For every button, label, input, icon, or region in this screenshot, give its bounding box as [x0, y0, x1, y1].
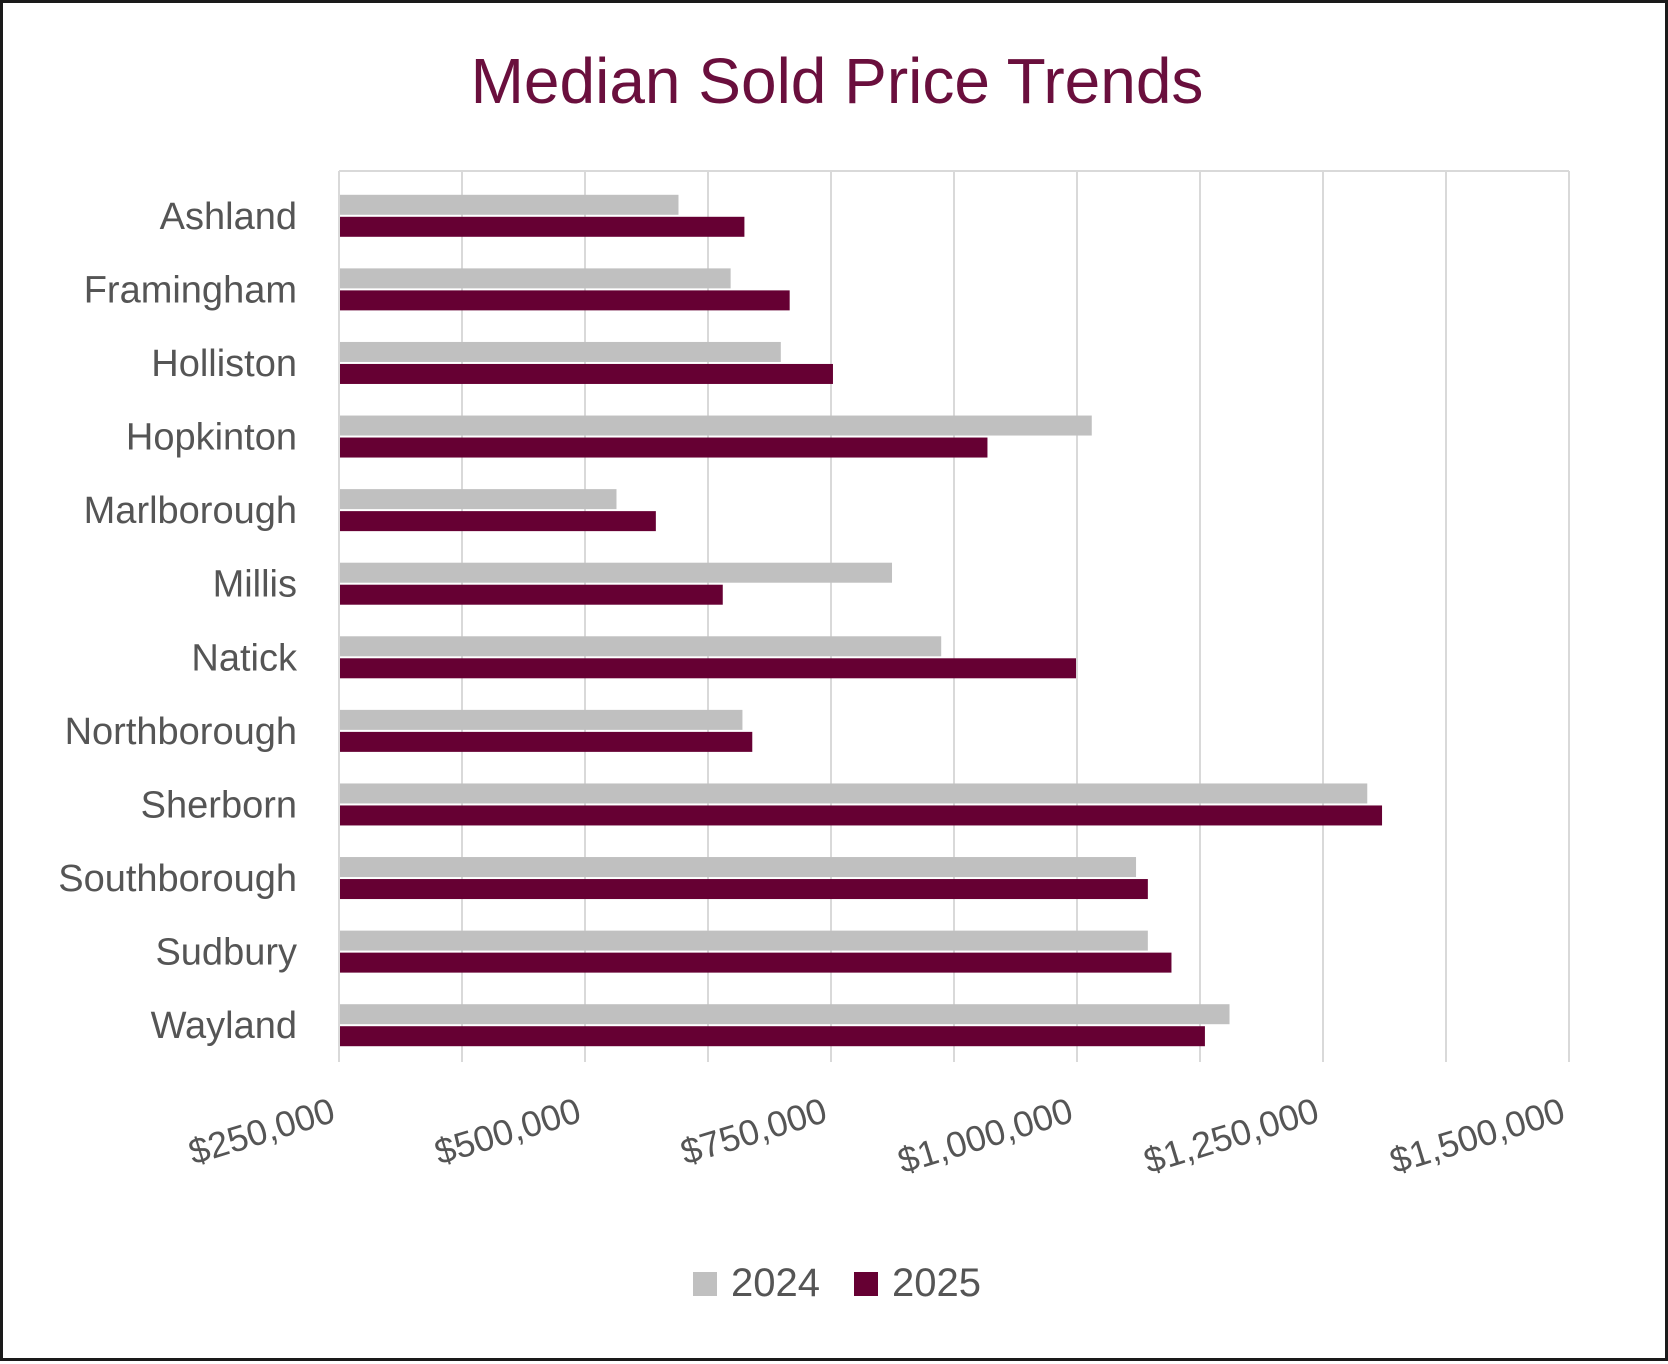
bar-2025-sherborn: [339, 805, 1383, 826]
x-tick-label: $750,000: [676, 1089, 832, 1172]
x-tick-label: $1,500,000: [1385, 1089, 1569, 1181]
bar-2024-wayland: [339, 1004, 1230, 1025]
category-label: Wayland: [151, 1005, 297, 1047]
legend-label-2025: 2025: [892, 1261, 981, 1305]
category-label: Sudbury: [155, 932, 297, 974]
category-label: Hopkinton: [126, 417, 297, 459]
category-label: Holliston: [151, 343, 297, 385]
bar-2025-ashland: [339, 216, 745, 237]
bar-2025-northborough: [339, 731, 753, 752]
legend-label-2024: 2024: [731, 1261, 820, 1305]
category-label: Marlborough: [84, 490, 297, 532]
category-label: Northborough: [65, 711, 297, 753]
x-tick-label: $250,000: [184, 1089, 340, 1172]
bar-2025-millis: [339, 584, 723, 605]
bar-2024-ashland: [339, 194, 679, 215]
bar-2025-framingham: [339, 290, 790, 311]
bar-2024-natick: [339, 636, 942, 657]
legend-item-2024: 2024: [693, 1261, 820, 1306]
bar-2025-wayland: [339, 1026, 1205, 1047]
bar-2024-hopkinton: [339, 415, 1092, 436]
bar-2024-holliston: [339, 341, 781, 362]
category-label: Southborough: [58, 858, 297, 900]
bar-2025-marlborough: [339, 511, 656, 532]
legend-swatch-2024: [693, 1271, 718, 1296]
x-tick-label: $1,250,000: [1139, 1089, 1323, 1181]
category-label: Sherborn: [141, 784, 297, 826]
category-label: Natick: [191, 637, 298, 679]
category-label: Ashland: [160, 196, 297, 238]
legend-swatch-2025: [854, 1271, 878, 1296]
bar-2024-southborough: [339, 857, 1137, 878]
bar-2025-holliston: [339, 363, 833, 384]
chart-plot: Ashland Framingham Holliston Hopkinton Marlb…: [58, 170, 1570, 1181]
bar-2024-marlborough: [339, 489, 617, 510]
bar-2025-hopkinton: [339, 437, 988, 458]
bar-2024-sherborn: [339, 783, 1368, 804]
x-tick-label: $500,000: [430, 1089, 586, 1172]
chart-legend: 2024 2025: [3, 1261, 1668, 1306]
category-label: Millis: [213, 564, 297, 606]
bar-2024-millis: [339, 562, 893, 583]
bar-2025-southborough: [339, 879, 1148, 900]
x-tick-label: $1,000,000: [893, 1089, 1077, 1181]
bar-2025-sudbury: [339, 952, 1172, 973]
category-label: Framingham: [84, 269, 297, 311]
bar-2025-natick: [339, 658, 1077, 679]
bar-2024-framingham: [339, 268, 731, 289]
legend-item-2025: 2025: [854, 1261, 981, 1306]
chart-title: Median Sold Price Trends: [470, 45, 1204, 117]
bar-2024-northborough: [339, 709, 743, 730]
bar-2024-sudbury: [339, 930, 1148, 951]
